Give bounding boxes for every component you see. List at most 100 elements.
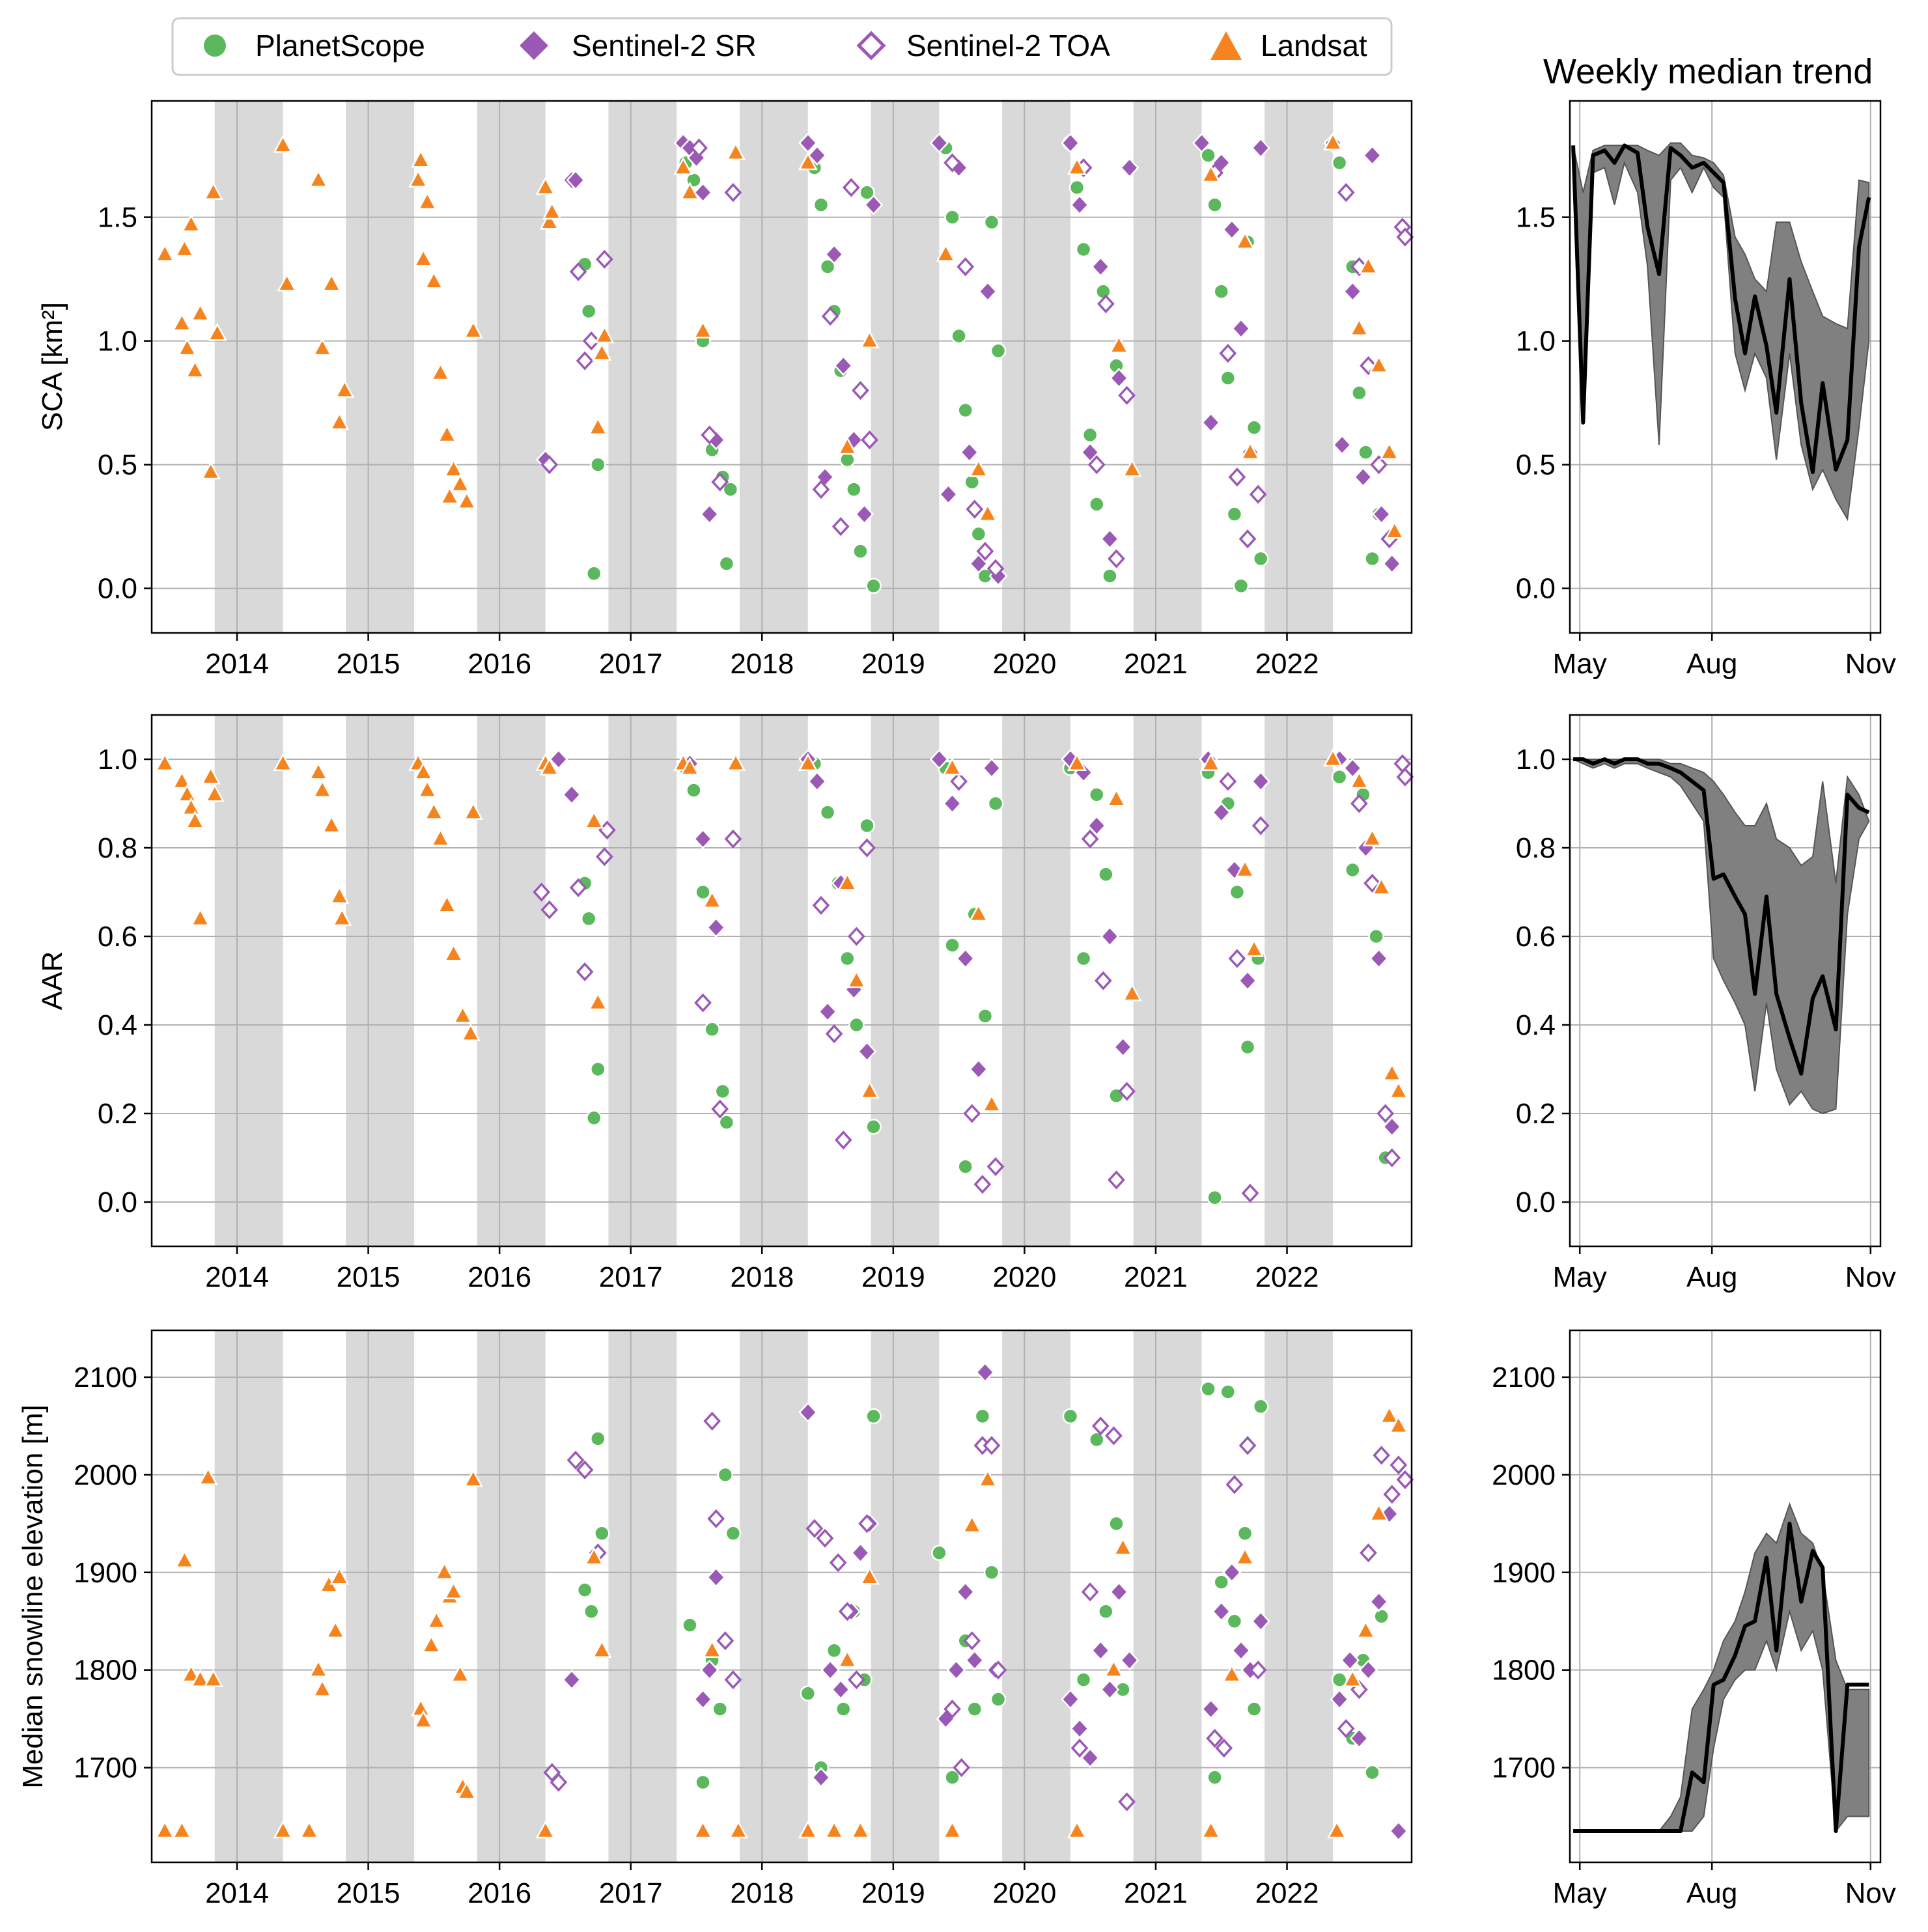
landsat-point (837, 1649, 858, 1668)
sca-weekly-trend-panel: May Aug Nov 0.0 0.5 1.0 1.5 (1516, 100, 1896, 680)
sentinel-2-sr-point (566, 169, 585, 191)
sentinel-2-toa-point (1238, 529, 1257, 549)
sentinel-2-sr-point (1238, 970, 1257, 991)
y-tick-label: 0.6 (98, 921, 137, 953)
landsat-point (1122, 983, 1142, 1001)
y-tick-label: 2100 (74, 1362, 137, 1393)
y-tick-label: 2000 (1492, 1459, 1556, 1491)
sentinel-2-toa-point (701, 425, 719, 445)
landsat-point (1358, 255, 1378, 274)
sentinel-2-sr-point (1362, 145, 1382, 166)
sentinel-2-sr-point (1109, 1581, 1129, 1603)
landsat-point (588, 992, 608, 1011)
landsat-point (440, 486, 460, 505)
y-tick-label: 1700 (74, 1752, 137, 1784)
landsat-point (308, 761, 329, 780)
landsat-point (592, 342, 612, 361)
landsat-point (542, 201, 562, 220)
planetscope-point (1089, 787, 1105, 803)
sentinel-2-sr-point (699, 1659, 720, 1681)
sentinel-2-toa-point (963, 1104, 981, 1123)
landsat-point (968, 458, 988, 477)
landsat-point (977, 1468, 998, 1487)
y-tick-label: 2000 (74, 1459, 137, 1491)
planetscope-point (1229, 884, 1246, 901)
sentinel-2-toa-point (569, 262, 587, 281)
planetscope-point (1236, 1525, 1253, 1542)
x-tick-label: 2018 (730, 1261, 794, 1293)
landsat-point (434, 1561, 454, 1580)
landsat-point (962, 1515, 982, 1533)
sentinel-2-toa-point (1070, 1739, 1089, 1758)
landsat-point (155, 243, 175, 262)
landsat-point (1322, 132, 1343, 150)
landsat-point (312, 1679, 333, 1697)
sentinel-2-toa-point (1118, 1082, 1136, 1101)
circle-marker-icon (204, 35, 226, 57)
planetscope-point (1220, 370, 1236, 386)
planetscope-point (695, 1774, 711, 1791)
sentinel-2-toa-point (1206, 1729, 1224, 1748)
planetscope-point (951, 328, 967, 344)
sentinel-2-sr-point (955, 1581, 975, 1603)
landsat-point (1222, 1664, 1242, 1683)
landsat-point (181, 1664, 201, 1683)
landsat-point (175, 238, 195, 257)
y-tick-label: 0.4 (1516, 1009, 1556, 1041)
sentinel-2-sr-point (1349, 1728, 1369, 1749)
sentinel-2-sr-point (965, 1649, 985, 1671)
planetscope-point (1331, 1672, 1348, 1688)
planetscope-point (590, 456, 606, 473)
winter-band (214, 715, 283, 1246)
sentinel-2-sr-point (1061, 1688, 1080, 1710)
planetscope-point (800, 1685, 817, 1701)
x-tick-label: 2017 (599, 648, 663, 680)
x-tick-label: 2019 (861, 1877, 925, 1909)
winter-band (1002, 101, 1070, 633)
sentinel-2-sr-point (863, 194, 884, 216)
x-tick-label: 2018 (730, 648, 794, 680)
y-tick-label: 2100 (1492, 1362, 1556, 1393)
axes-frame (150, 100, 1413, 634)
planetscope-point (1345, 861, 1361, 878)
sentinel-2-toa-point (582, 331, 600, 351)
landsat-point (201, 766, 221, 785)
landsat-point (332, 908, 352, 927)
sentinel-2-sr-point (1382, 553, 1402, 574)
y-tick-label: 0.6 (1516, 921, 1556, 953)
landsat-point (1235, 1547, 1255, 1565)
sentinel-2-sr-point (833, 355, 853, 376)
trend-range-band (1572, 142, 1870, 522)
sentinel-2-toa-point (1219, 772, 1237, 791)
planetscope-point (1075, 1672, 1092, 1688)
landsat-point (1343, 1669, 1363, 1687)
sentinel-2-sr-point (1061, 132, 1080, 154)
hollow-diamond-marker-icon (856, 31, 886, 61)
planetscope-point (586, 565, 602, 582)
landsat-point (1362, 828, 1382, 847)
x-tick-label: 2021 (1124, 1261, 1188, 1293)
planetscope-point (1213, 1574, 1229, 1591)
y-axis-label: Median snowline elevation [m] (17, 1405, 49, 1788)
sentinel-2-sr-point (699, 503, 720, 525)
sentinel-2-toa-point (711, 472, 729, 492)
planetscope-point (1075, 241, 1092, 258)
planetscope-point (1358, 444, 1374, 460)
sentinel-2-toa-point (816, 1528, 834, 1548)
landsat-point (312, 337, 333, 356)
winter-band (740, 1330, 808, 1862)
planetscope-point (852, 543, 869, 559)
sentinel-2-toa-point (540, 455, 559, 475)
planetscope-point (846, 481, 862, 497)
planetscope-point (839, 950, 856, 967)
axes-frame (1569, 714, 1882, 1248)
winter-band (1264, 101, 1334, 633)
y-tick-label: 0.5 (1516, 449, 1556, 481)
sentinel-2-sr-point (1100, 1679, 1120, 1700)
winter-band (346, 1330, 415, 1862)
planetscope-point (839, 451, 856, 468)
sentinel-2-toa-point (838, 1602, 856, 1621)
landsat-point (535, 176, 555, 195)
landsat-point (1067, 753, 1087, 772)
x-tick-label: Aug (1686, 1877, 1737, 1909)
